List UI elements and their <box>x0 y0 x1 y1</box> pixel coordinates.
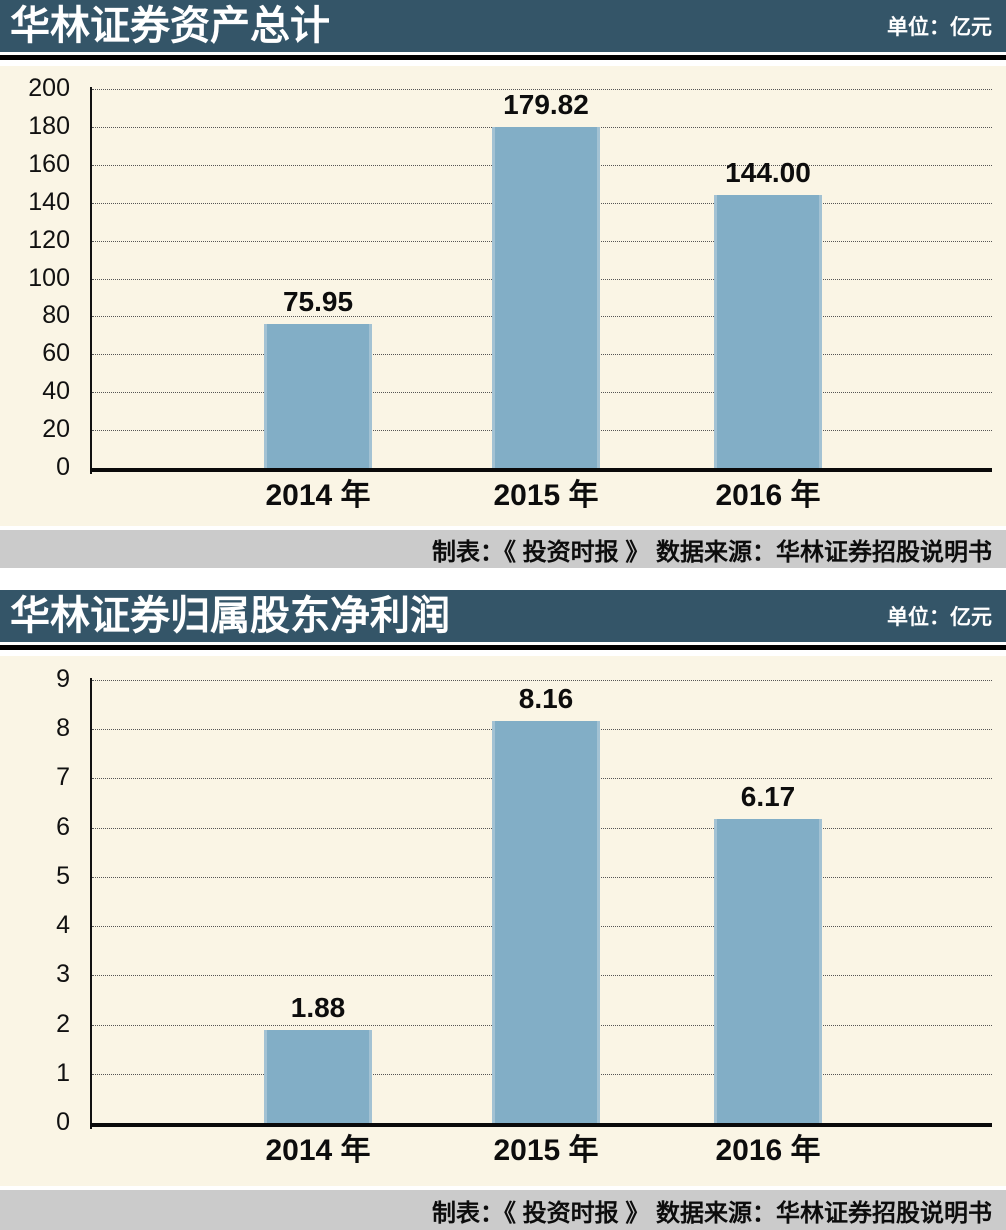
y-tick-label: 40 <box>42 377 70 406</box>
y-tick-label: 1 <box>56 1058 70 1087</box>
y-tick-label: 180 <box>28 111 70 140</box>
net-profit-chart-block: 华林证券归属股东净利润 单位：亿元 0 1 2 3 4 5 6 7 8 9 1.88 2014 年 8.… <box>0 590 1006 1230</box>
bar <box>264 324 372 468</box>
y-tick-label: 6 <box>56 812 70 841</box>
y-tick-label: 140 <box>28 187 70 216</box>
bar <box>492 721 600 1123</box>
y-tick-label: 60 <box>42 339 70 368</box>
unit-label: 单位：亿元 <box>887 16 992 39</box>
y-tick-label: 100 <box>28 263 70 292</box>
x-category-label: 2015 年 <box>493 1134 599 1167</box>
plot-area: 0 1 2 3 4 5 6 7 8 9 1.88 2014 年 8.16 2015 年 6.17 2016 年 <box>0 656 1006 1186</box>
source-text: 制表：《 投资时报 》 数据来源：华林证券招股说明书 <box>431 1199 992 1227</box>
bar-value-label: 179.82 <box>503 89 589 121</box>
y-tick-label: 2 <box>56 1009 70 1038</box>
bar <box>714 195 822 468</box>
y-tick-label: 0 <box>56 1108 70 1136</box>
chart-header: 华林证券资产总计 单位：亿元 <box>0 0 1006 52</box>
source-text: 制表：《 投资时报 》 数据来源：华林证券招股说明书 <box>431 538 992 566</box>
y-tick-label: 160 <box>28 149 70 178</box>
bar-value-label: 6.17 <box>740 781 796 813</box>
x-category-label: 2014 年 <box>265 479 371 512</box>
bar <box>264 1030 372 1123</box>
x-category-label: 2015 年 <box>493 479 599 512</box>
x-category-label: 2014 年 <box>265 1134 371 1167</box>
y-axis-line <box>90 87 92 474</box>
y-tick-label: 3 <box>56 960 70 989</box>
source-footer: 制表：《 投资时报 》 数据来源：华林证券招股说明书 <box>0 530 1006 568</box>
separator-line <box>0 645 1006 650</box>
y-tick-label: 200 <box>28 74 70 102</box>
chart-title: 华林证券归属股东净利润 <box>10 594 450 638</box>
plot-area: 0 20 40 60 80 100 120 140 160 180 200 75.95 2014 年 17… <box>0 66 1006 526</box>
bar <box>492 127 600 468</box>
bar-value-label: 8.16 <box>518 683 574 715</box>
bar-value-label: 75.95 <box>282 286 354 318</box>
spacer <box>0 526 1006 530</box>
y-tick-label: 4 <box>56 911 70 940</box>
header-separator <box>0 55 1006 66</box>
x-category-label: 2016 年 <box>715 1134 821 1167</box>
y-gridline <box>92 89 992 90</box>
y-tick-label: 20 <box>42 415 70 444</box>
y-gridline <box>92 680 992 681</box>
x-axis-line <box>90 468 992 472</box>
spacer <box>0 1186 1006 1190</box>
bar-value-label: 144.00 <box>725 157 811 189</box>
chart-title: 华林证券资产总计 <box>10 4 330 48</box>
y-tick-label: 0 <box>56 453 70 481</box>
header-separator <box>0 645 1006 656</box>
source-footer: 制表：《 投资时报 》 数据来源：华林证券招股说明书 <box>0 1190 1006 1230</box>
y-tick-label: 8 <box>56 714 70 743</box>
y-tick-label: 80 <box>42 301 70 330</box>
unit-label: 单位：亿元 <box>887 606 992 629</box>
y-tick-label: 120 <box>28 225 70 254</box>
y-tick-label: 5 <box>56 861 70 890</box>
y-tick-label: 7 <box>56 763 70 792</box>
x-category-label: 2016 年 <box>715 479 821 512</box>
y-tick-label: 9 <box>56 665 70 693</box>
section-gap <box>0 568 1006 590</box>
x-axis-line <box>90 1123 992 1127</box>
y-axis-line <box>90 678 92 1129</box>
bar <box>714 819 822 1123</box>
separator-line <box>0 55 1006 60</box>
bar-value-label: 1.88 <box>290 992 346 1024</box>
total-assets-chart-block: 华林证券资产总计 单位：亿元 0 20 40 60 80 100 120 140 160 180 2… <box>0 0 1006 568</box>
chart-header: 华林证券归属股东净利润 单位：亿元 <box>0 590 1006 642</box>
